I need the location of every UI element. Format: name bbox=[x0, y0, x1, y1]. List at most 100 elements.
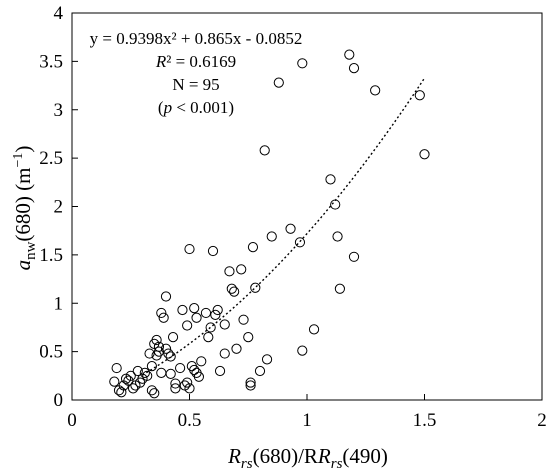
data-point bbox=[153, 346, 165, 357]
data-point bbox=[229, 286, 240, 297]
data-point bbox=[177, 304, 188, 316]
data-point bbox=[212, 304, 223, 316]
x-axis-title: Rrs(680)/RRrs(490) bbox=[227, 444, 388, 471]
data-point bbox=[238, 314, 249, 325]
x-tick-label: 2 bbox=[537, 410, 547, 431]
data-point bbox=[214, 365, 226, 377]
data-point bbox=[151, 334, 162, 346]
p-value-label: (p < 0.001) bbox=[158, 98, 234, 117]
data-point bbox=[111, 362, 122, 374]
data-point bbox=[259, 145, 270, 156]
data-point bbox=[207, 245, 219, 257]
data-point bbox=[182, 377, 193, 388]
data-point bbox=[160, 291, 172, 302]
y-axis-title: anw(680) (m−1) bbox=[11, 146, 39, 271]
y-tick-label: 0.5 bbox=[39, 342, 63, 363]
data-point bbox=[231, 343, 242, 354]
data-point bbox=[146, 385, 157, 396]
data-point bbox=[165, 351, 176, 362]
x-tick-label: 0.5 bbox=[178, 410, 202, 431]
sample-size-label: N = 95 bbox=[172, 75, 219, 94]
data-point bbox=[219, 319, 230, 330]
data-point bbox=[370, 85, 381, 96]
y-tick-label: 3.5 bbox=[39, 51, 63, 72]
data-point bbox=[273, 77, 284, 88]
r-squared-label: R² = 0.6169 bbox=[155, 52, 236, 71]
data-point bbox=[125, 370, 136, 381]
data-point bbox=[325, 174, 336, 185]
data-point bbox=[184, 383, 195, 394]
regression-fit-line bbox=[142, 77, 426, 376]
data-point bbox=[175, 362, 186, 374]
data-point bbox=[297, 345, 308, 356]
x-tick-label: 0 bbox=[67, 410, 77, 431]
y-tick-label: 4 bbox=[54, 3, 64, 24]
data-point bbox=[184, 243, 195, 255]
data-point bbox=[247, 242, 259, 253]
data-point bbox=[236, 264, 247, 275]
data-point bbox=[160, 343, 172, 354]
data-point bbox=[163, 348, 174, 359]
data-point bbox=[165, 368, 176, 379]
data-point bbox=[414, 90, 425, 101]
data-point bbox=[226, 283, 237, 294]
data-point bbox=[193, 371, 204, 382]
equation-label: y = 0.9398x² + 0.865x - 0.0852 bbox=[90, 29, 303, 48]
data-point bbox=[189, 302, 200, 314]
data-point bbox=[261, 354, 273, 365]
data-point bbox=[128, 383, 139, 394]
data-point bbox=[224, 266, 235, 277]
data-point bbox=[156, 367, 167, 379]
x-tick-label: 1 bbox=[302, 410, 312, 431]
data-point bbox=[308, 324, 320, 335]
data-point bbox=[189, 364, 200, 376]
data-point bbox=[348, 63, 360, 74]
data-point bbox=[334, 283, 345, 294]
data-point bbox=[285, 223, 296, 234]
data-point bbox=[149, 388, 160, 399]
data-point bbox=[153, 341, 165, 352]
data-point bbox=[123, 375, 134, 386]
data-point bbox=[332, 231, 343, 242]
data-point bbox=[191, 312, 202, 323]
data-point bbox=[142, 370, 153, 381]
data-point bbox=[344, 49, 355, 60]
data-point bbox=[132, 365, 143, 377]
y-tick-label: 2 bbox=[54, 197, 64, 218]
data-point bbox=[144, 348, 155, 359]
y-tick-label: 2.5 bbox=[39, 148, 63, 169]
data-point bbox=[330, 199, 341, 210]
data-point bbox=[210, 309, 221, 320]
data-point bbox=[116, 387, 127, 398]
data-point bbox=[156, 307, 167, 319]
data-point bbox=[196, 356, 207, 367]
data-point bbox=[205, 322, 216, 333]
y-tick-label: 1 bbox=[54, 293, 64, 314]
data-point bbox=[294, 237, 306, 248]
data-point bbox=[419, 149, 430, 160]
y-tick-label: 0 bbox=[54, 390, 64, 411]
y-tick-label: 3 bbox=[54, 100, 64, 121]
data-point bbox=[250, 282, 261, 293]
data-point bbox=[109, 376, 120, 387]
plot-frame bbox=[71, 12, 543, 401]
data-point bbox=[297, 58, 308, 69]
y-tick-label: 1.5 bbox=[39, 245, 63, 266]
data-point bbox=[348, 251, 360, 262]
data-point bbox=[245, 380, 256, 391]
x-tick-label: 1.5 bbox=[413, 410, 437, 431]
data-point bbox=[254, 365, 266, 377]
data-point bbox=[243, 332, 254, 343]
data-point bbox=[139, 367, 150, 379]
data-point bbox=[170, 378, 181, 389]
data-point bbox=[266, 231, 277, 242]
data-point bbox=[182, 320, 193, 331]
data-point bbox=[170, 383, 181, 394]
data-point bbox=[203, 332, 214, 343]
data-point bbox=[200, 307, 212, 319]
data-point bbox=[219, 348, 230, 359]
data-point bbox=[245, 377, 256, 388]
data-point bbox=[158, 312, 169, 323]
data-point bbox=[146, 361, 157, 372]
